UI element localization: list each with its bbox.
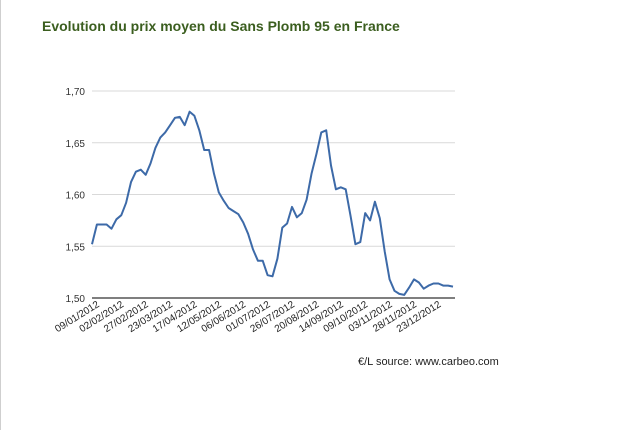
y-axis-ticks: 1,50 1,55 1,60 1,65 1,70: [66, 87, 86, 305]
y-tick-label: 1,60: [66, 191, 86, 202]
source-note: €/L source: www.carbeo.com: [358, 356, 499, 368]
x-axis-ticks: 09/01/201202/02/201227/02/201223/03/2012…: [53, 299, 443, 335]
grid-lines: [92, 90, 455, 247]
y-tick-label: 1,70: [66, 87, 86, 98]
price-series-line: [91, 110, 454, 296]
chart-title: Evolution du prix moyen du Sans Plomb 95…: [42, 18, 400, 34]
window-left-edge: [0, 0, 1, 430]
y-tick-label: 1,65: [66, 139, 86, 150]
y-tick-label: 1,55: [66, 242, 86, 253]
y-tick-label: 1,50: [66, 294, 86, 305]
